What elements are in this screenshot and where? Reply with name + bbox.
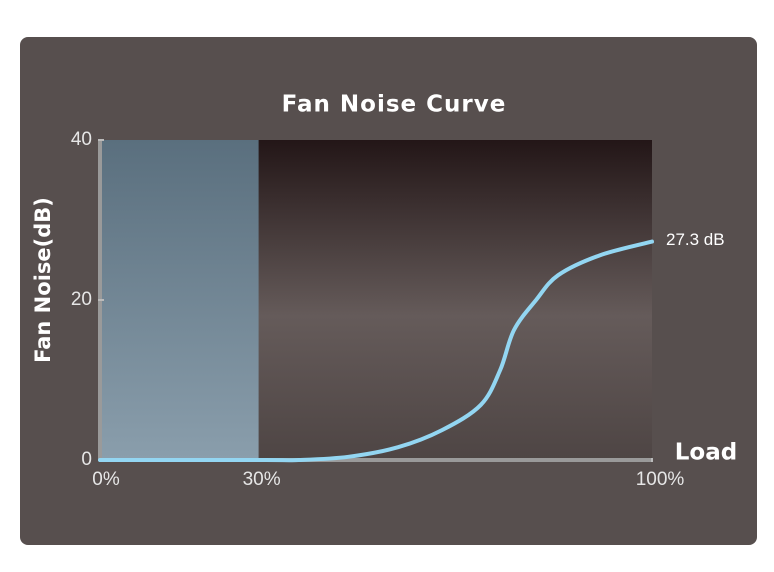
- y-tick-label: 0: [81, 449, 92, 470]
- noise-curve: [98, 239, 654, 463]
- plot: 0 20 40 0% 30% 100% 27.3 dB: [71, 129, 725, 490]
- x-tick-label: 0%: [92, 469, 120, 490]
- x-tick-label: 100%: [636, 469, 685, 490]
- x-axis-label: Load: [675, 440, 737, 466]
- x-tick-label: 30%: [243, 469, 281, 490]
- y-tick-label: 40: [71, 129, 92, 150]
- chart-title: Fan Noise Curve: [282, 92, 507, 118]
- highlight-region: [100, 140, 259, 460]
- y-axis-label: Fan Noise(dB): [31, 197, 55, 363]
- y-tick-label: 20: [71, 289, 92, 310]
- data-label: 27.3 dB: [666, 230, 725, 249]
